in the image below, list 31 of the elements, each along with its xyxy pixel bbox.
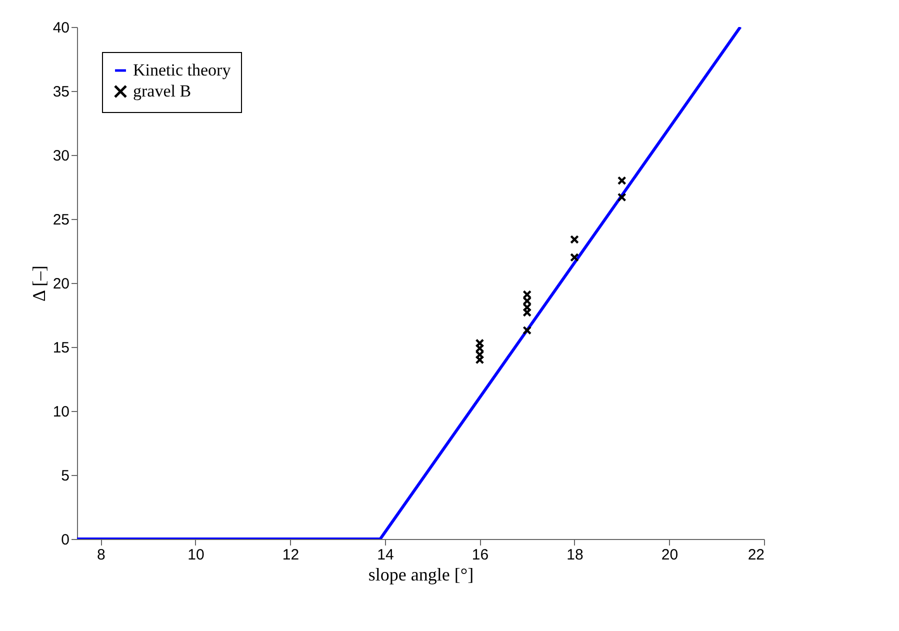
- x-tick-label: 8: [97, 546, 106, 564]
- y-tick-label: 5: [61, 468, 70, 484]
- x-tick-label: 12: [282, 546, 300, 564]
- x-tick-label: 20: [661, 546, 678, 564]
- x-tick-label: 10: [188, 546, 204, 564]
- y-tick-label: 15: [52, 340, 70, 356]
- y-tick-label: 0: [61, 532, 70, 548]
- point: [522, 308, 532, 317]
- y-tick-label: 40: [52, 20, 70, 36]
- legend-label: gravel B: [133, 82, 192, 100]
- point: [475, 338, 484, 348]
- y-axis-title: Δ [–]: [28, 265, 49, 302]
- x-tick-label: 22: [748, 546, 764, 564]
- point: [617, 192, 626, 202]
- point: [617, 176, 626, 186]
- y-tick-label: 25: [52, 212, 70, 228]
- point: [522, 290, 532, 299]
- y-tick-label: 35: [52, 84, 70, 100]
- x-axis-title: slope angle [°]: [368, 564, 474, 584]
- y-tick-label: 20: [52, 276, 70, 292]
- x-tick-label: 18: [566, 546, 584, 564]
- point: [475, 355, 484, 364]
- x-tick-label: 14: [377, 546, 394, 564]
- point: [570, 235, 579, 244]
- point: [522, 326, 532, 335]
- x-tick-label: 16: [472, 546, 489, 564]
- y-tick-label: 30: [52, 148, 70, 164]
- point: [475, 350, 484, 360]
- y-tick-label: 10: [52, 404, 70, 420]
- point: [570, 252, 579, 262]
- legend-label: Kinetic theory: [133, 60, 232, 80]
